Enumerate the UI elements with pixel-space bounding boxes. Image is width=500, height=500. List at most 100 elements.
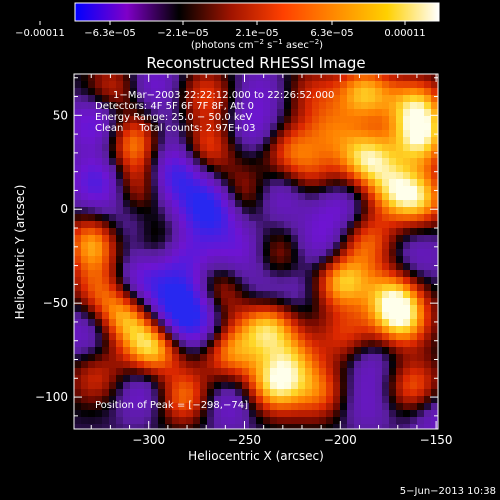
heatmap-cell xyxy=(186,151,194,159)
heatmap-cell xyxy=(396,186,404,194)
heatmap-cell xyxy=(151,389,159,397)
heatmap-cell xyxy=(368,333,376,341)
heatmap-cell xyxy=(424,158,432,166)
heatmap-cell xyxy=(242,347,250,355)
heatmap-cell xyxy=(284,88,292,96)
heatmap-cell xyxy=(102,354,110,362)
heatmap-cell xyxy=(319,291,327,299)
heatmap-cell xyxy=(81,179,89,187)
heatmap-cell xyxy=(382,291,390,299)
heatmap-cell xyxy=(81,172,89,180)
heatmap-cell xyxy=(284,417,292,425)
colorbar-tick-label: −0.00011 xyxy=(15,28,65,39)
heatmap-cell xyxy=(74,263,82,271)
heatmap-cell xyxy=(102,88,110,96)
heatmap-cell xyxy=(151,144,159,152)
heatmap-cell xyxy=(277,424,285,429)
heatmap-cell xyxy=(333,158,341,166)
heatmap-cell xyxy=(144,228,152,236)
heatmap-cell xyxy=(361,81,369,89)
heatmap-cell xyxy=(123,137,131,145)
heatmap-cell xyxy=(81,305,89,313)
heatmap-cell xyxy=(151,242,159,250)
heatmap-area xyxy=(74,74,438,429)
heatmap-cell xyxy=(277,305,285,313)
heatmap-cell xyxy=(200,81,208,89)
heatmap-cell xyxy=(277,109,285,117)
heatmap-cell xyxy=(256,221,264,229)
heatmap-cell xyxy=(207,368,215,376)
heatmap-cell xyxy=(284,382,292,390)
heatmap-cell xyxy=(123,109,131,117)
heatmap-cell xyxy=(333,172,341,180)
heatmap-cell xyxy=(361,333,369,341)
heatmap-cell xyxy=(403,109,411,117)
heatmap-cell xyxy=(137,256,145,264)
heatmap-cell xyxy=(417,95,425,103)
heatmap-cell xyxy=(270,102,278,110)
heatmap-cell xyxy=(130,284,138,292)
heatmap-cell xyxy=(207,347,215,355)
heatmap-cell xyxy=(396,207,404,215)
heatmap-cell xyxy=(417,179,425,187)
heatmap-cell xyxy=(207,424,215,429)
heatmap-cell xyxy=(424,375,432,383)
heatmap-cell xyxy=(221,74,229,82)
heatmap-cell xyxy=(375,200,383,208)
heatmap-cell xyxy=(284,158,292,166)
heatmap-cell xyxy=(382,305,390,313)
heatmap-cell xyxy=(151,158,159,166)
heatmap-cell xyxy=(382,263,390,271)
heatmap-cell xyxy=(74,417,82,425)
heatmap-cell xyxy=(263,382,271,390)
heatmap-cell xyxy=(431,277,438,285)
heatmap-cell xyxy=(291,291,299,299)
heatmap-cell xyxy=(88,102,96,110)
heatmap-cell xyxy=(431,340,438,348)
heatmap-cell xyxy=(116,214,124,222)
heatmap-cell xyxy=(95,172,103,180)
heatmap-cell xyxy=(228,193,236,201)
heatmap-cell xyxy=(95,256,103,264)
heatmap-cell xyxy=(298,319,306,327)
heatmap-cell xyxy=(221,130,229,138)
heatmap-cell xyxy=(228,144,236,152)
heatmap-cell xyxy=(368,228,376,236)
heatmap-cell xyxy=(207,88,215,96)
heatmap-cell xyxy=(298,102,306,110)
heatmap-cell xyxy=(221,81,229,89)
heatmap-cell xyxy=(431,284,438,292)
heatmap-cell xyxy=(410,221,418,229)
heatmap-cell xyxy=(417,88,425,96)
heatmap-cell xyxy=(326,403,334,411)
heatmap-cell xyxy=(221,340,229,348)
heatmap-cell xyxy=(312,221,320,229)
heatmap-cell xyxy=(165,340,173,348)
heatmap-cell xyxy=(284,109,292,117)
heatmap-cell xyxy=(109,228,117,236)
heatmap-cell xyxy=(361,417,369,425)
heatmap-cell xyxy=(396,123,404,131)
heatmap-cell xyxy=(74,102,82,110)
heatmap-cell xyxy=(88,340,96,348)
heatmap-cell xyxy=(235,424,243,429)
heatmap-cell xyxy=(214,263,222,271)
heatmap-cell xyxy=(382,396,390,404)
heatmap-cell xyxy=(368,417,376,425)
heatmap-cell xyxy=(214,305,222,313)
heatmap-cell xyxy=(291,95,299,103)
heatmap-cell xyxy=(431,403,438,411)
heatmap-cell xyxy=(354,340,362,348)
heatmap-cell xyxy=(284,214,292,222)
heatmap-cell xyxy=(158,249,166,257)
heatmap-cell xyxy=(319,298,327,306)
heatmap-cell xyxy=(333,347,341,355)
heatmap-cell xyxy=(277,221,285,229)
heatmap-cell xyxy=(193,312,201,320)
heatmap-cell xyxy=(123,214,131,222)
heatmap-cell xyxy=(326,221,334,229)
heatmap-cell xyxy=(389,270,397,278)
heatmap-cell xyxy=(200,144,208,152)
heatmap-cell xyxy=(123,249,131,257)
heatmap-cell xyxy=(305,200,313,208)
